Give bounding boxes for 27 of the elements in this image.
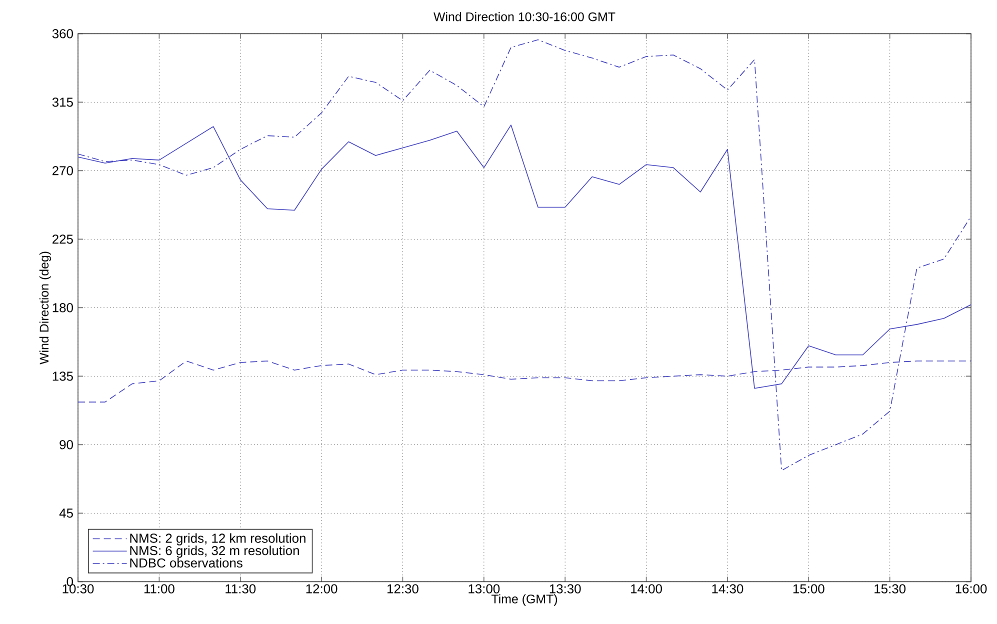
y-axis-title: Wind Direction (deg) bbox=[39, 252, 52, 364]
y-tick-label: 225 bbox=[52, 234, 73, 244]
line-series bbox=[78, 39, 972, 471]
legend-label: NMS: 2 grids, 12 km resolution bbox=[130, 533, 306, 546]
y-tick-label: 315 bbox=[52, 98, 73, 107]
x-axis-title: Time (GMT) bbox=[491, 594, 558, 606]
legend-label: NDBC observations bbox=[130, 558, 242, 568]
x-tick-label: 15:30 bbox=[874, 584, 906, 594]
y-tick-label: 45 bbox=[59, 508, 73, 518]
y-tick-label: 270 bbox=[52, 166, 73, 176]
chart-title: Wind Direction 10:30-16:00 GMT bbox=[434, 12, 616, 22]
x-tick-label: 10:30 bbox=[62, 584, 94, 594]
x-tick-label: 14:00 bbox=[631, 584, 662, 594]
x-tick-label: 11:00 bbox=[144, 584, 174, 594]
y-tick-label: 360 bbox=[52, 29, 73, 38]
x-tick-label: 12:00 bbox=[306, 584, 338, 594]
x-tick-label: 13:00 bbox=[468, 584, 500, 594]
x-tick-label: 11:30 bbox=[226, 584, 256, 594]
x-tick-label: 16:00 bbox=[956, 584, 987, 594]
y-tick-label: 180 bbox=[52, 303, 73, 312]
y-tick-label: 90 bbox=[60, 440, 73, 450]
y-tick-label: 135 bbox=[52, 372, 73, 381]
x-tick-label: 13:30 bbox=[550, 584, 581, 594]
x-tick-label: 15:00 bbox=[793, 584, 824, 594]
x-tick-label: 14:30 bbox=[712, 584, 744, 594]
legend-label: NMS: 6 grids, 32 m resolution bbox=[130, 546, 299, 558]
x-tick-label: 12:30 bbox=[388, 584, 418, 594]
